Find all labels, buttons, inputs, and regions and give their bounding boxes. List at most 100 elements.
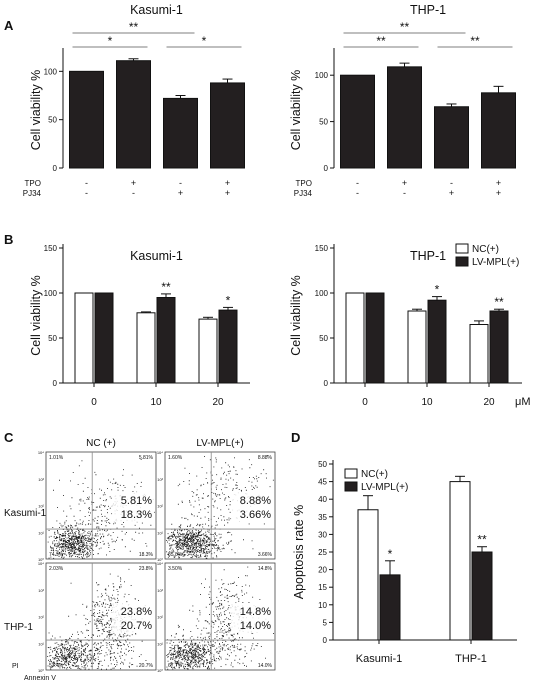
treatment-mark: +	[402, 178, 407, 188]
y-tick-label: 50	[48, 116, 57, 125]
flow-y-tick-label: 10⁴	[38, 450, 44, 455]
y-axis-label: Cell viability %	[289, 275, 303, 356]
flow-dot-plot: 10⁰ 10¹ 10² 10³ 10⁴ 1.60% 8.88% 85.8% 3.66% 8.88%…	[157, 450, 276, 562]
treatment-mark: +	[225, 188, 230, 198]
treatment-mark: +	[449, 188, 454, 198]
flow-y-tick-label: 10¹	[38, 641, 44, 646]
bar-nc	[449, 481, 471, 641]
y-tick-label: 50	[48, 334, 57, 343]
y-tick-label: 150	[315, 244, 329, 253]
flow-y-tick-label: 10⁰	[38, 557, 44, 562]
bar-lv-mpl	[94, 292, 114, 384]
flow-y-tick-label: 10¹	[38, 530, 44, 535]
treatment-mark: -	[132, 188, 135, 198]
flow-column-title: LV-MPL(+)	[196, 438, 243, 449]
flow-row-label: Kasumi-1	[4, 508, 47, 519]
significance-mark: **	[477, 533, 487, 547]
flow-y-tick-label: 10⁰	[38, 668, 44, 673]
flow-y-tick-label: 10²	[157, 504, 163, 509]
flow-dot-plot: 10⁰ 10¹ 10² 10³ 10⁴ 2.03% 23.8% 53.4% 20.7% 23.8%…	[38, 561, 157, 673]
bar-nc	[357, 509, 379, 641]
bar-nc	[198, 318, 218, 384]
treatment-mark: +	[131, 178, 136, 188]
panel-label-d: D	[291, 430, 300, 445]
chart-d: 0 5 10 15 20 25 30 35 40 45 50 Apoptosis rate % * Kas…	[292, 460, 517, 665]
y-tick-label: 50	[318, 460, 327, 469]
treatment-mark: -	[356, 178, 359, 188]
flow-column-title: NC (+)	[86, 438, 116, 449]
chart-title: Kasumi-1	[130, 249, 183, 263]
percent-backdrop	[112, 492, 154, 522]
flow-x-axis-label: Annexin V	[24, 675, 56, 682]
bar-nc	[74, 292, 94, 384]
legend-swatch	[455, 256, 469, 267]
bar	[69, 70, 104, 169]
flow-y-tick-label: 10⁰	[157, 668, 163, 673]
quadrant-ll-label: 74.9%	[49, 552, 64, 558]
treatment-mark: -	[403, 188, 406, 198]
flow-y-tick-label: 10³	[38, 477, 44, 482]
quadrant-ul-label: 3.50%	[168, 566, 183, 572]
early-apoptosis-percent: 18.3%	[121, 509, 152, 521]
x-tick-label: Kasumi-1	[356, 653, 402, 665]
legend-label: NC(+)	[361, 469, 388, 480]
flow-y-tick-label: 10³	[38, 588, 44, 593]
significance-mark: **	[400, 20, 410, 34]
y-tick-label: 30	[318, 530, 327, 539]
y-tick-label: 0	[53, 379, 58, 388]
flow-dot-plot: 10⁰ 10¹ 10² 10³ 10⁴ 1.01% 5.81% 74.9% 18.3% 5.81%…	[38, 450, 157, 562]
flow-y-tick-label: 10¹	[157, 641, 163, 646]
treatment-label-tpo: TPO	[296, 179, 312, 188]
legend-label: NC(+)	[472, 244, 499, 255]
x-tick-label: 10	[150, 397, 162, 408]
significance-mark: **	[161, 280, 171, 294]
percent-backdrop	[231, 492, 273, 522]
significance-mark: **	[376, 34, 386, 48]
early-apoptosis-percent: 20.7%	[121, 620, 152, 632]
early-apoptosis-percent: 3.66%	[240, 509, 271, 521]
significance-mark: **	[470, 34, 480, 48]
quadrant-lr-label: 20.7%	[139, 663, 154, 669]
quadrant-ll-label: 67.7%	[168, 663, 183, 669]
flow-y-axis-label: PI	[12, 663, 19, 670]
flow-y-tick-label: 10¹	[157, 530, 163, 535]
bar-lv-mpl	[365, 292, 385, 384]
y-tick-label: 5	[323, 618, 328, 627]
y-tick-label: 10	[318, 601, 327, 610]
significance-mark: *	[202, 34, 207, 48]
y-tick-label: 50	[319, 118, 328, 127]
bar	[387, 66, 422, 169]
chart-b2: THP-1 0 50 100 150 Cell viability % 0 * 10 ** 20 μM…	[289, 243, 531, 408]
flow-y-tick-label: 10⁴	[38, 561, 44, 566]
x-tick-label: THP-1	[455, 653, 487, 665]
flow-y-tick-label: 10⁰	[157, 557, 163, 562]
panel-label-b: B	[4, 232, 13, 247]
y-tick-label: 150	[44, 244, 58, 253]
bar	[210, 82, 245, 169]
quadrant-ll-label: 85.8%	[168, 552, 183, 558]
flow-events	[166, 455, 274, 559]
treatment-mark: -	[450, 178, 453, 188]
y-tick-label: 50	[319, 334, 328, 343]
panel-label-c: C	[4, 430, 14, 445]
bar-lv-mpl	[489, 310, 509, 384]
treatment-label-pj34: PJ34	[23, 189, 42, 198]
bar	[163, 97, 198, 169]
flow-y-tick-label: 10⁴	[157, 450, 163, 455]
y-tick-label: 0	[324, 164, 329, 173]
percent-backdrop	[231, 603, 273, 633]
significance-mark: *	[108, 34, 113, 48]
quadrant-ur-label: 14.8%	[258, 566, 273, 572]
legend-label: LV-MPL(+)	[472, 257, 519, 268]
panel-label-a: A	[4, 18, 14, 33]
y-tick-label: 100	[315, 71, 329, 80]
treatment-mark: +	[225, 178, 230, 188]
y-axis-label: Apoptosis rate %	[292, 505, 306, 600]
y-tick-label: 25	[318, 548, 327, 557]
legend-swatch	[455, 243, 469, 254]
bar-lv-mpl	[218, 309, 238, 384]
quadrant-ul-label: 2.03%	[49, 566, 64, 572]
y-tick-label: 100	[44, 289, 58, 298]
legend-label: LV-MPL(+)	[361, 482, 408, 493]
